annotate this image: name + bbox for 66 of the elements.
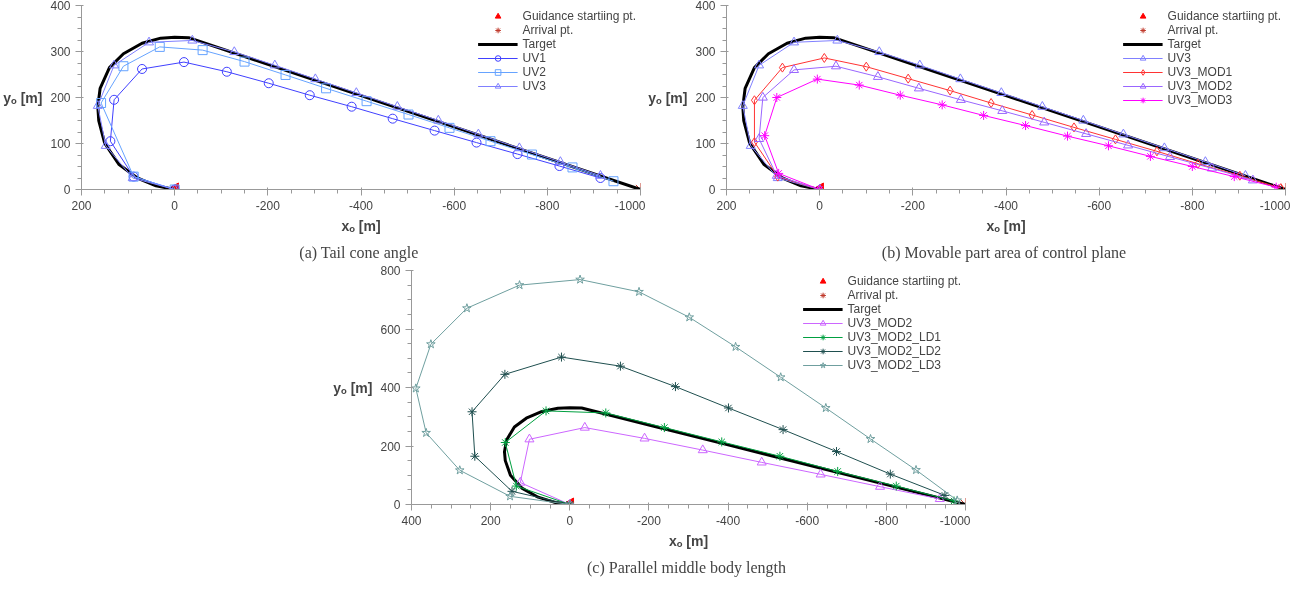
x-tick-label: -800 xyxy=(874,513,899,528)
legend-label: UV3_MOD1 xyxy=(1167,65,1233,79)
x-tick-label: -800 xyxy=(535,198,560,213)
text: (a) Tail cone angle xyxy=(299,243,419,262)
x-tick-label: -400 xyxy=(716,513,741,528)
legend-label: UV3_MOD2 xyxy=(847,316,913,330)
y-tick-label: 400 xyxy=(50,0,71,13)
x-axis-title: xₒ [m] xyxy=(986,217,1026,234)
legend-label: Guidance startiing pt. xyxy=(847,274,961,288)
y-tick-label: 200 xyxy=(50,91,71,105)
legend-label: Target xyxy=(847,302,881,316)
y-tick-label: 300 xyxy=(695,45,716,59)
y-tick-label: 100 xyxy=(50,137,71,151)
x-tick-label: 400 xyxy=(401,513,422,528)
y-tick-label: 0 xyxy=(393,498,401,512)
y-tick-label: 300 xyxy=(50,45,71,59)
legend-label: UV1 xyxy=(522,51,546,65)
y-tick-label: 0 xyxy=(708,183,716,197)
legend-label: UV3_MOD2_LD2 xyxy=(847,344,941,358)
x-tick-label: -400 xyxy=(993,198,1019,213)
y-tick-label: 200 xyxy=(695,91,716,105)
x-axis-title: xₒ [m] xyxy=(668,532,709,549)
x-tick-label: -1000 xyxy=(614,198,646,213)
y-axis-title: yₒ [m] xyxy=(333,379,373,396)
x-tick-label: 0 xyxy=(816,198,824,213)
x-tick-label: -200 xyxy=(636,513,662,528)
text: (b) Movable part area of control plane xyxy=(881,243,1127,262)
x-tick-label: -600 xyxy=(442,198,467,213)
legend-label: UV2 xyxy=(522,65,546,79)
y-tick-label: 600 xyxy=(380,322,401,337)
x-tick-label: -200 xyxy=(900,198,926,213)
legend-label: Guidance startiing pt. xyxy=(522,9,636,23)
x-tick-label: 200 xyxy=(480,513,501,528)
y-tick-label: 0 xyxy=(63,183,71,197)
legend-label: Target xyxy=(522,37,556,51)
y-axis-title: yₒ [m] xyxy=(648,89,688,106)
y-tick-label: 800 xyxy=(380,264,401,278)
x-tick-label: -1000 xyxy=(939,513,971,528)
legend-label: Arrival pt. xyxy=(1167,23,1219,37)
y-tick-label: 400 xyxy=(695,0,716,13)
x-tick-label: -600 xyxy=(1087,198,1112,213)
legend-label: UV3_MOD3 xyxy=(1167,93,1233,107)
x-tick-label: -200 xyxy=(255,198,281,213)
y-tick-label: 200 xyxy=(380,439,401,454)
legend-label: UV3 xyxy=(1167,51,1191,65)
x-tick-label: 0 xyxy=(566,513,574,528)
x-tick-label: 200 xyxy=(71,198,92,213)
legend-label: Target xyxy=(1167,37,1201,51)
legend-label: UV3_MOD2_LD3 xyxy=(847,358,941,372)
x-tick-label: -1000 xyxy=(1259,198,1291,213)
y-tick-label: 100 xyxy=(695,137,716,151)
x-tick-label: -600 xyxy=(795,513,820,528)
text: (c) Parallel middle body length xyxy=(586,558,787,577)
legend-label: UV3 xyxy=(522,79,546,93)
x-tick-label: -800 xyxy=(1180,198,1205,213)
y-tick-label: 400 xyxy=(380,381,401,395)
x-tick-label: 200 xyxy=(716,198,737,213)
legend-label: UV3_MOD2_LD1 xyxy=(847,330,941,344)
x-tick-label: -400 xyxy=(348,198,374,213)
legend-label: Arrival pt. xyxy=(847,288,899,302)
legend-label: Guidance startiing pt. xyxy=(1167,9,1281,23)
y-axis-title: yₒ [m] xyxy=(3,89,43,106)
x-tick-label: 0 xyxy=(171,198,179,213)
legend-label: UV3_MOD2 xyxy=(1167,79,1233,93)
legend-label: Arrival pt. xyxy=(522,23,574,37)
x-axis-title: xₒ [m] xyxy=(341,217,381,234)
